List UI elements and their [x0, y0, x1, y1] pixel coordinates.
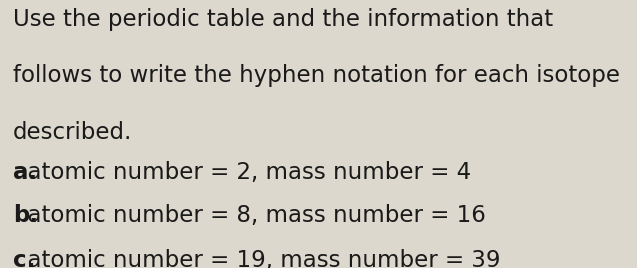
Text: a.: a. [13, 161, 37, 184]
Text: follows to write the hyphen notation for each isotope: follows to write the hyphen notation for… [13, 64, 620, 87]
Text: Use the periodic table and the information that: Use the periodic table and the informati… [13, 8, 553, 31]
Text: atomic number = 19, mass number = 39: atomic number = 19, mass number = 39 [13, 249, 500, 268]
Text: described.: described. [13, 121, 132, 144]
Text: c.: c. [13, 249, 35, 268]
Text: b.: b. [13, 204, 38, 227]
Text: atomic number = 8, mass number = 16: atomic number = 8, mass number = 16 [13, 204, 485, 227]
Text: atomic number = 2, mass number = 4: atomic number = 2, mass number = 4 [13, 161, 471, 184]
